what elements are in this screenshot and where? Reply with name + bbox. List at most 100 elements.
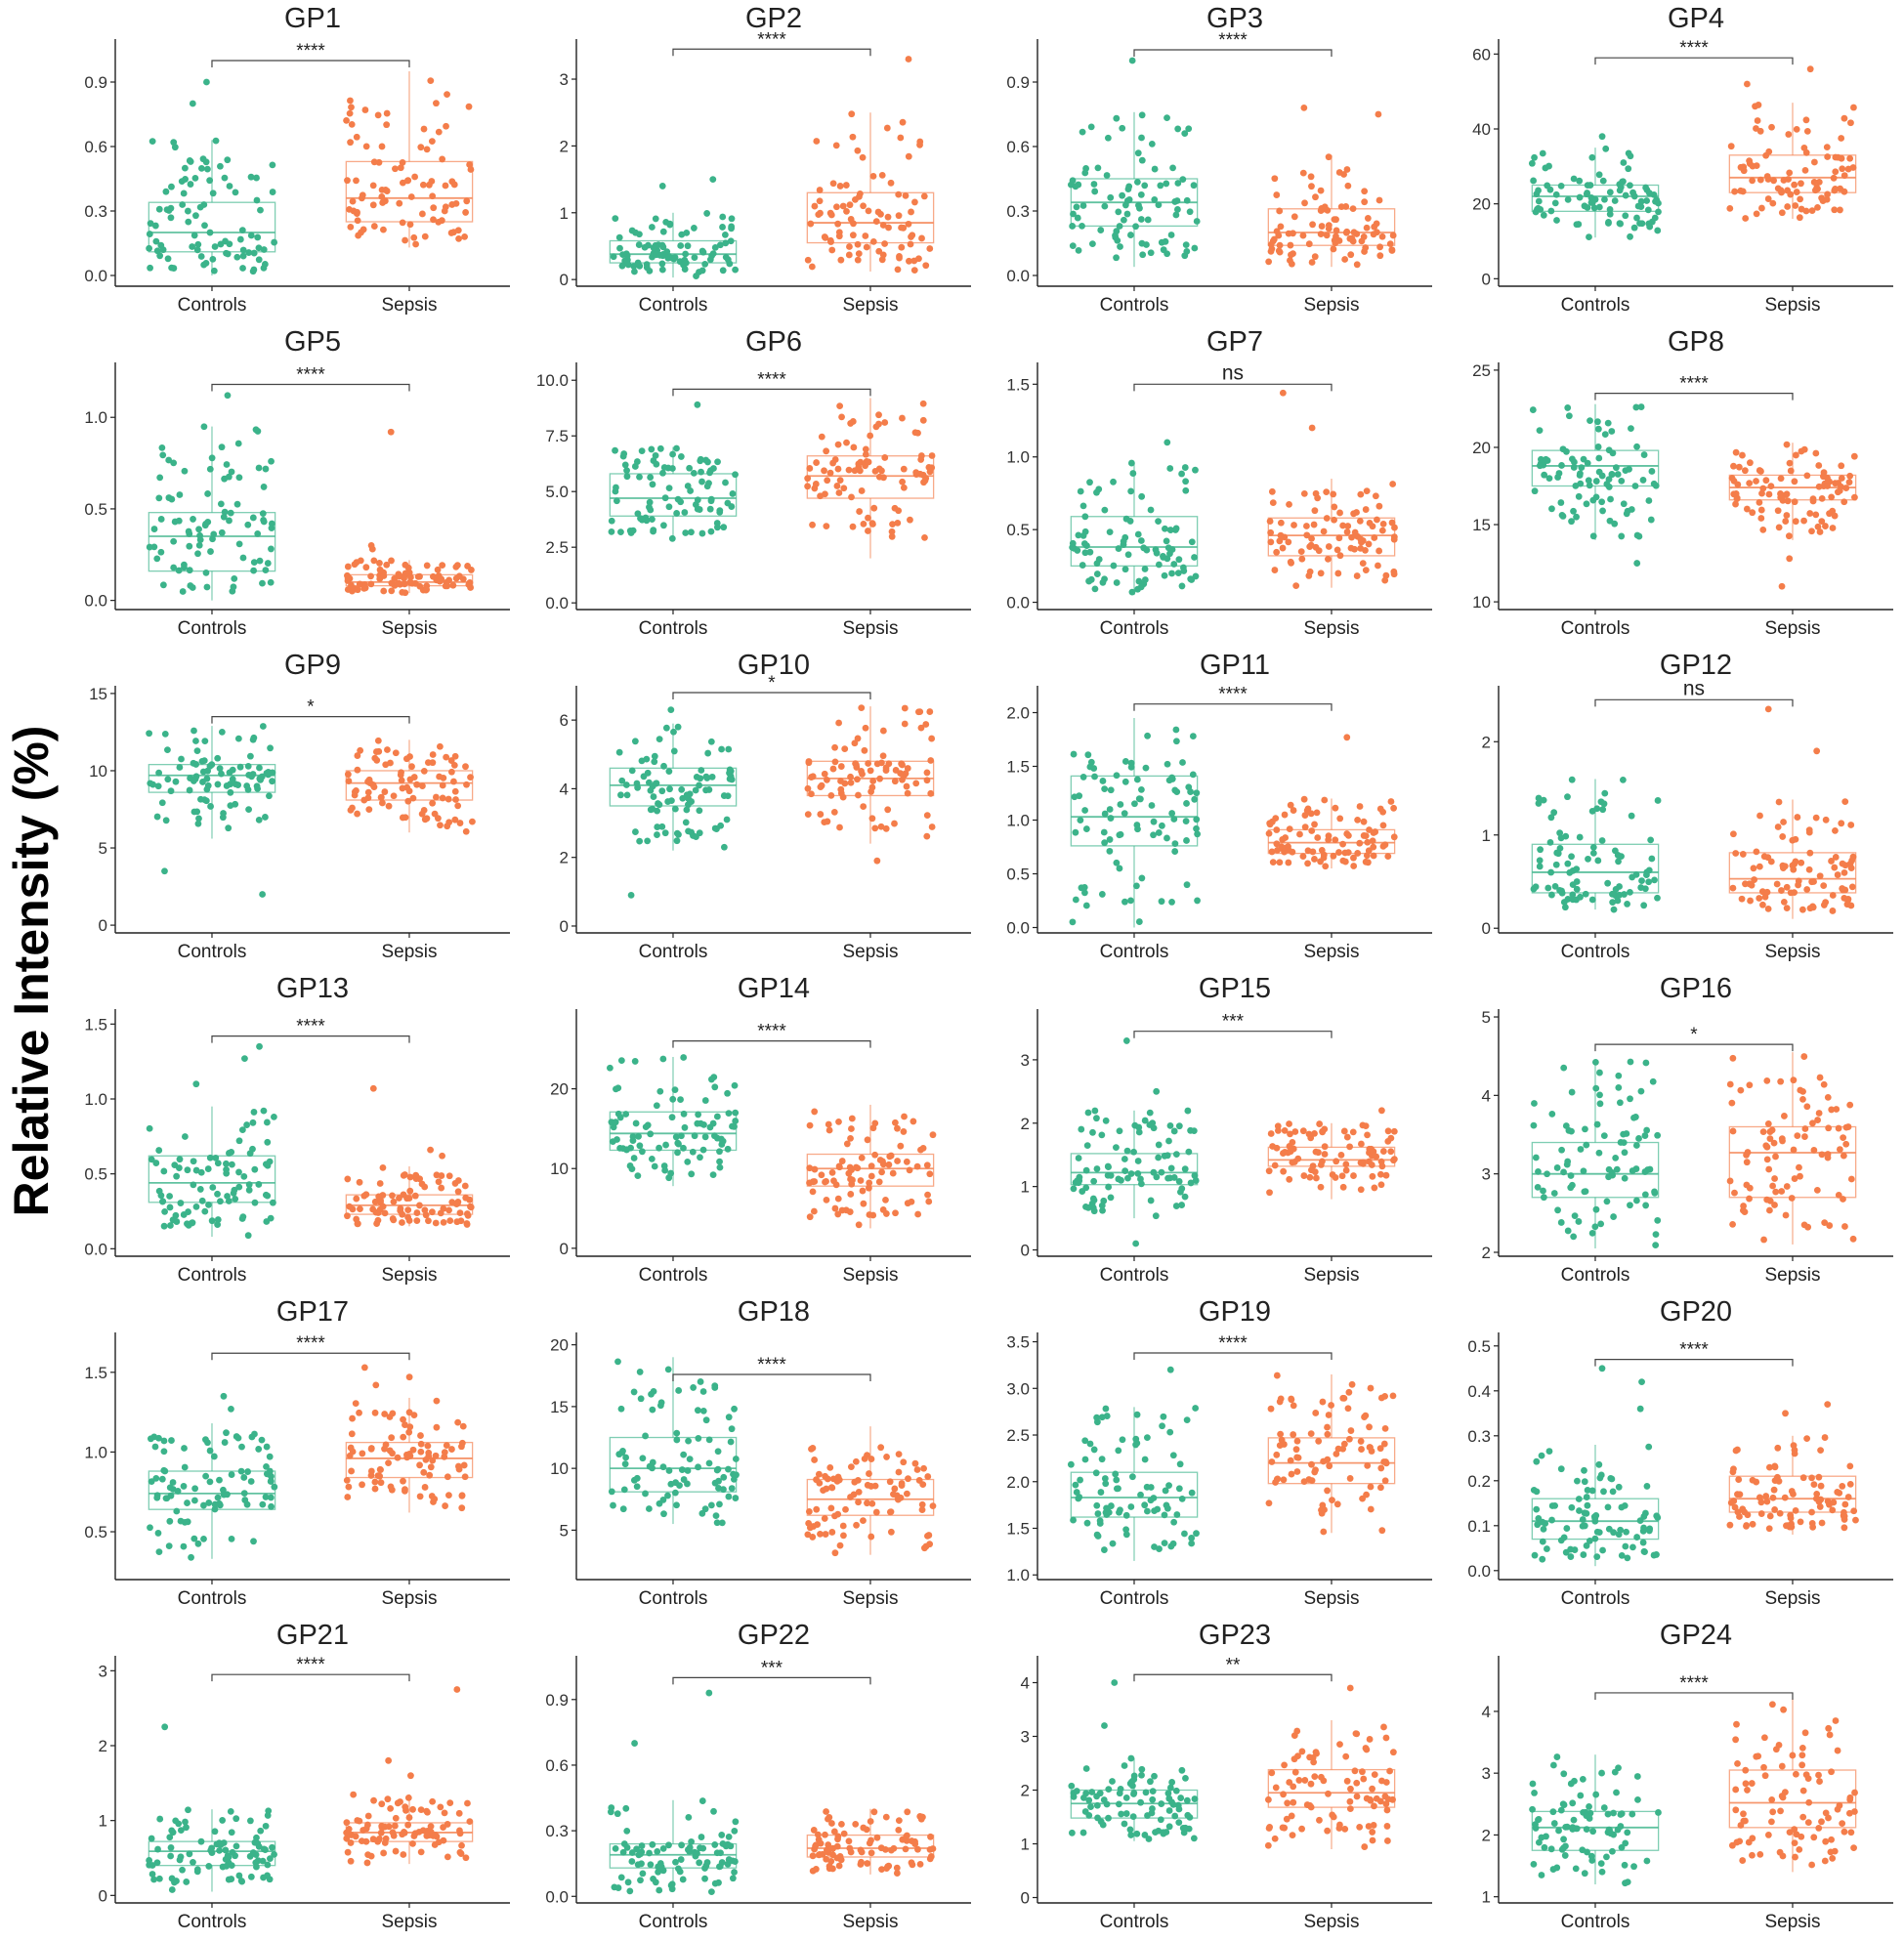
controls-point	[1133, 1411, 1141, 1418]
controls-point	[227, 1808, 234, 1815]
controls-point	[1555, 1827, 1562, 1835]
controls-point	[252, 1851, 260, 1859]
controls-point	[153, 247, 161, 255]
sepsis-point	[857, 467, 864, 475]
controls-point	[1597, 1860, 1605, 1867]
controls-point	[701, 1133, 709, 1141]
controls-point	[1560, 1836, 1567, 1843]
sepsis-point	[1308, 827, 1316, 834]
y-tick-label: 0.5	[84, 500, 107, 519]
sepsis-point	[1791, 181, 1798, 189]
y-tick-label: 4	[1021, 1674, 1030, 1693]
controls-point	[718, 1519, 726, 1527]
sepsis-point	[1366, 1423, 1373, 1431]
iqr-box	[148, 512, 276, 572]
controls-point	[1606, 205, 1614, 213]
controls-point	[251, 1165, 259, 1173]
controls-point	[626, 1887, 634, 1895]
sepsis-point	[877, 210, 884, 218]
sepsis-point	[1814, 203, 1821, 211]
controls-point	[1592, 1512, 1600, 1519]
controls-outlier-point	[705, 1689, 713, 1697]
controls-point	[162, 1495, 170, 1502]
controls-point	[613, 497, 620, 505]
sepsis-point	[928, 452, 936, 459]
controls-point	[671, 1489, 679, 1497]
controls-outlier-point	[1122, 1037, 1130, 1044]
sepsis-point	[1330, 852, 1337, 860]
sepsis-point	[903, 782, 910, 790]
controls-point	[176, 491, 184, 498]
controls-point	[1535, 794, 1543, 802]
sepsis-point	[1370, 852, 1377, 860]
controls-point	[648, 1390, 655, 1398]
sepsis-point	[1832, 186, 1839, 192]
sepsis-point	[354, 586, 361, 594]
controls-point	[1648, 855, 1656, 863]
sepsis-point	[915, 255, 922, 263]
controls-point	[1187, 1179, 1195, 1187]
sepsis-point	[381, 1445, 388, 1453]
sepsis-point	[1364, 1461, 1372, 1469]
sepsis-point	[1763, 1156, 1771, 1163]
sepsis-point	[865, 514, 871, 522]
sepsis-point	[916, 141, 923, 148]
sepsis-point	[1820, 1080, 1828, 1088]
controls-point	[1149, 1795, 1157, 1803]
sepsis-point	[837, 256, 845, 264]
controls-point	[1150, 818, 1158, 825]
sepsis-point	[1765, 1525, 1773, 1533]
sepsis-point	[467, 774, 474, 781]
controls-point	[1617, 1526, 1625, 1534]
controls-point	[695, 1463, 701, 1471]
controls-point	[666, 220, 674, 228]
sepsis-point	[1376, 1445, 1384, 1453]
controls-point	[251, 1199, 259, 1206]
controls-point	[1188, 538, 1196, 546]
controls-point	[1132, 223, 1139, 231]
controls-point	[1076, 792, 1083, 800]
sepsis-point	[1334, 570, 1342, 577]
sepsis-point	[446, 1799, 454, 1807]
significance-label: *	[1690, 1025, 1698, 1045]
sepsis-point	[897, 1142, 905, 1150]
sepsis-point	[847, 1175, 854, 1183]
sepsis-point	[1335, 849, 1342, 856]
sepsis-point	[1342, 1166, 1350, 1174]
controls-point	[179, 201, 187, 208]
controls-point	[1582, 890, 1589, 898]
controls-point	[1604, 879, 1612, 887]
controls-point	[1067, 1460, 1075, 1468]
iqr-box	[1267, 1437, 1396, 1485]
controls-point	[1557, 1806, 1565, 1814]
sepsis-point	[859, 1187, 867, 1195]
controls-point	[1633, 214, 1640, 222]
controls-point	[686, 1847, 694, 1855]
controls-point	[1187, 788, 1194, 795]
sepsis-point	[463, 197, 471, 205]
controls-point	[1168, 570, 1175, 577]
sepsis-point	[1771, 1463, 1779, 1471]
sepsis-point	[391, 1822, 399, 1830]
sepsis-point	[1816, 528, 1824, 535]
x-tick-label: Controls	[639, 1265, 708, 1286]
controls-point	[1628, 812, 1635, 820]
controls-point	[1621, 1149, 1629, 1157]
sepsis-point	[1818, 194, 1826, 202]
sepsis-point	[903, 1832, 910, 1839]
controls-point	[720, 843, 728, 851]
sepsis-point	[851, 739, 859, 747]
controls-point	[681, 1123, 689, 1131]
controls-point	[1093, 570, 1101, 577]
sepsis-point	[420, 125, 428, 133]
controls-point	[719, 213, 727, 221]
controls-point	[214, 754, 222, 762]
controls-point	[1540, 796, 1547, 804]
controls-point	[231, 1186, 238, 1194]
controls-point	[191, 175, 199, 182]
controls-point	[217, 1841, 225, 1848]
controls-point	[1069, 177, 1077, 185]
controls-point	[178, 755, 185, 763]
controls-point	[1099, 578, 1107, 586]
sepsis-point	[904, 1808, 911, 1816]
